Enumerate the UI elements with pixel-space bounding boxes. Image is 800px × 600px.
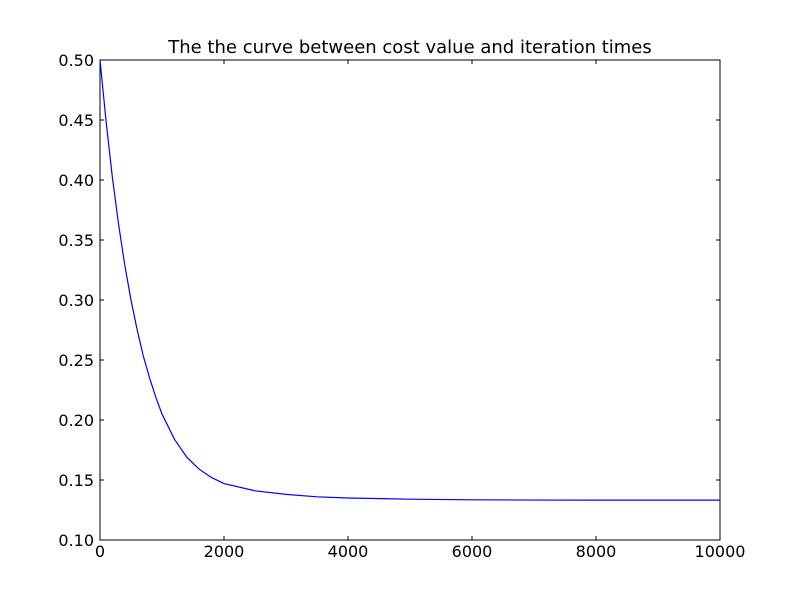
y-tick-label: 0.25 xyxy=(58,351,94,370)
y-axis: 0.10 0.15 0.20 0.25 0.30 0.35 0.40 0.45 0.50 xyxy=(58,51,720,550)
y-tick-label: 0.30 xyxy=(58,291,94,310)
x-tick-label: 2000 xyxy=(204,542,245,561)
x-tick-label: 10000 xyxy=(695,542,746,561)
x-axis: 0 2000 4000 6000 8000 10000 xyxy=(95,60,746,561)
y-tick-label: 0.10 xyxy=(58,531,94,550)
y-tick-label: 0.15 xyxy=(58,471,94,490)
series-line xyxy=(99,59,720,501)
y-tick-label: 0.45 xyxy=(58,111,94,130)
y-tick-label: 0.20 xyxy=(58,411,94,430)
chart-title: The the curve between cost value and ite… xyxy=(167,37,652,58)
y-tick-label: 0.35 xyxy=(58,231,94,250)
plot-area xyxy=(99,59,721,541)
x-tick-label: 0 xyxy=(95,542,105,561)
y-tick-label: 0.40 xyxy=(58,171,94,190)
x-tick-label: 4000 xyxy=(328,542,369,561)
x-tick-label: 6000 xyxy=(452,542,493,561)
x-tick-label: 8000 xyxy=(576,542,617,561)
y-tick-label: 0.50 xyxy=(58,51,94,70)
series-layer xyxy=(99,59,720,501)
